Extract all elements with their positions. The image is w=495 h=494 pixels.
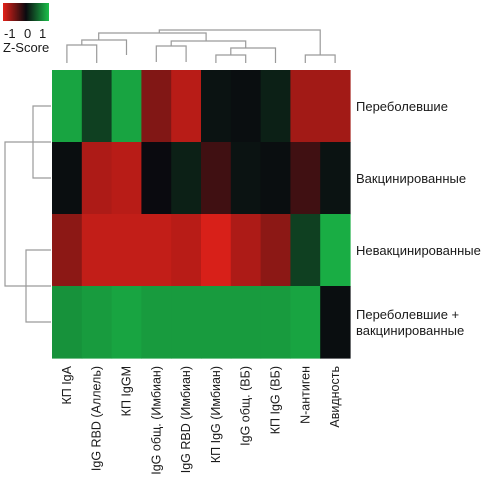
heatmap-cell: [290, 70, 321, 143]
heatmap-cell: [141, 142, 172, 215]
row-label: Невакцинированные: [356, 243, 481, 258]
heatmap-cell: [230, 286, 262, 359]
heatmap-cell: [111, 70, 142, 143]
heatmap-cell: [171, 214, 202, 287]
column-label: Авидность: [328, 366, 342, 428]
legend-color-bar: [3, 3, 49, 21]
legend-tick-low: -1: [4, 26, 16, 41]
heatmap-cell: [320, 70, 351, 143]
row-label: Переболевшие: [356, 99, 448, 114]
column-label: N-антиген: [298, 366, 312, 424]
heatmap-cell: [171, 286, 202, 359]
heatmap-cell: [290, 286, 321, 359]
column-label: IgG общ. (Имбиан): [149, 366, 163, 475]
column-label: IgG RBD (Имбиан): [179, 366, 193, 473]
row-label: вакцинированные: [356, 323, 464, 338]
heatmap-cell: [171, 142, 202, 215]
heatmap-cell: [141, 70, 172, 143]
heatmap-cell: [141, 214, 172, 287]
heatmap-cell: [320, 142, 351, 215]
heatmap-cell: [230, 70, 262, 143]
heatmap-cell: [81, 142, 113, 215]
heatmap-cell: [52, 70, 83, 143]
row-labels: Переболевшие Вакцинированные Невакцинирова…: [356, 99, 481, 338]
heatmap-cell: [81, 214, 113, 287]
heatmap-cell: [111, 214, 142, 287]
column-label: КП IgG (Имбиан): [209, 366, 223, 463]
heatmap-cell: [260, 214, 291, 287]
row-dendrogram-link: [4, 141, 51, 287]
heatmap-cell: [141, 286, 172, 359]
column-dendrogram-link: [158, 29, 321, 55]
column-label: КП IgGM: [120, 366, 134, 416]
heatmap-cell: [81, 286, 113, 359]
heatmap-cell: [290, 214, 321, 287]
heatmap-cell: [111, 286, 142, 359]
heatmap-cell: [52, 142, 83, 215]
column-dendrogram: [66, 29, 336, 63]
column-dendrogram-link: [215, 54, 247, 63]
heatmap-cell: [260, 70, 291, 143]
heatmap-cell: [201, 70, 232, 143]
column-label: IgG общ. (ВБ): [239, 366, 253, 446]
heatmap-cell: [111, 142, 142, 215]
column-dendrogram-link: [230, 47, 277, 63]
heatmap-cell: [230, 142, 262, 215]
heatmap-cell: [320, 286, 351, 359]
column-dendrogram-link: [98, 32, 207, 41]
heatmap-cell: [260, 286, 291, 359]
heatmap-cell: [201, 286, 232, 359]
legend-tick-mid: 0: [24, 26, 31, 41]
column-dendrogram-link: [304, 54, 336, 63]
legend-title: Z-Score: [3, 40, 49, 55]
heatmap-cell: [52, 286, 83, 359]
column-dendrogram-link: [66, 44, 98, 63]
heatmap-cell: [201, 214, 232, 287]
column-label: КП IgA: [60, 365, 74, 404]
column-dendrogram-link: [170, 40, 247, 48]
heatmap-cell: [171, 70, 202, 143]
column-dendrogram-link: [81, 39, 128, 55]
column-dendrogram-link: [155, 45, 187, 62]
column-label: КП IgG (ВБ): [269, 366, 283, 434]
heatmap-cell: [52, 214, 83, 287]
row-label: Переболевшие +: [356, 307, 459, 322]
heatmap-cell: [81, 70, 113, 143]
heatmap-cell: [260, 142, 291, 215]
z-score-legend: -1 0 1 Z-Score: [3, 3, 49, 55]
column-label: IgG RBD (Аллель): [90, 366, 104, 471]
heatmap-cell: [320, 214, 351, 287]
row-dendrogram: [4, 105, 51, 323]
legend-tick-high: 1: [39, 26, 46, 41]
row-label: Вакцинированные: [356, 171, 466, 186]
heatmap-cells: [52, 70, 351, 359]
heatmap-cell: [290, 142, 321, 215]
heatmap-cell: [201, 142, 232, 215]
heatmap-cell: [230, 214, 262, 287]
column-labels: КП IgA IgG RBD (Аллель) КП IgGM IgG общ. (И…: [60, 365, 342, 474]
